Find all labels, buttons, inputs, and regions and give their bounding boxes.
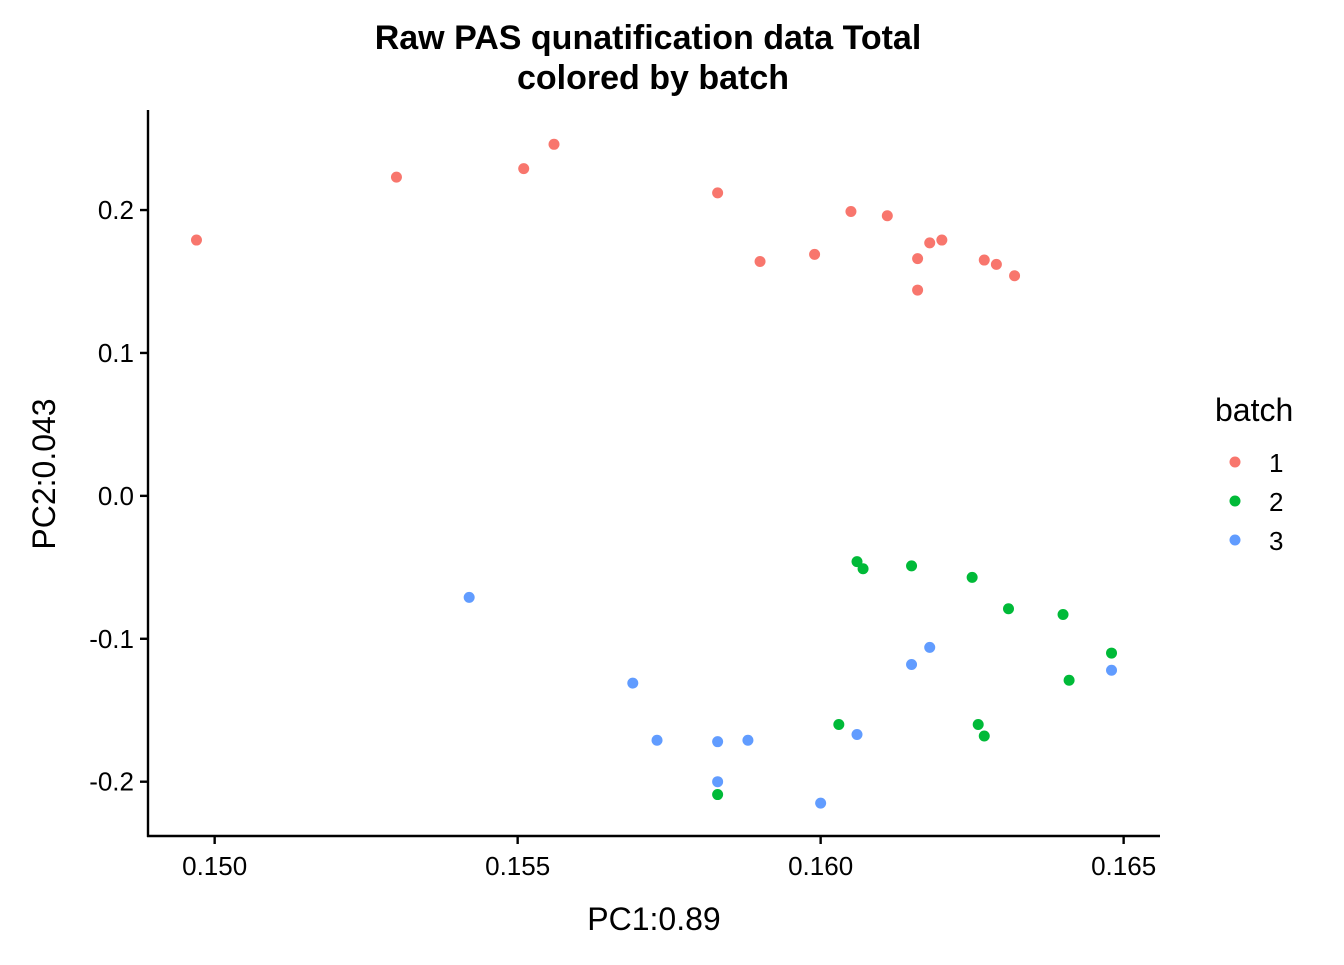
legend-label-1: 1 (1269, 448, 1283, 478)
point-batch-1 (754, 255, 766, 267)
point-batch-1 (518, 163, 530, 175)
point-batch-2 (712, 789, 724, 801)
point-batch-2 (1063, 674, 1075, 686)
y-tick-label: 0.2 (98, 195, 134, 225)
point-batch-1 (190, 234, 202, 246)
point-batch-3 (627, 677, 639, 689)
x-tick-label: 0.155 (485, 851, 550, 881)
x-tick-label: 0.165 (1091, 851, 1156, 881)
point-batch-2 (966, 571, 978, 583)
point-batch-1 (978, 254, 990, 266)
legend-key-1 (1229, 456, 1241, 468)
point-batch-2 (906, 560, 918, 572)
legend-label-2: 2 (1269, 487, 1283, 517)
y-tick-label: 0.1 (98, 338, 134, 368)
point-batch-1 (548, 138, 560, 150)
legend-items: 1 2 3 (1229, 448, 1283, 556)
point-batch-3 (463, 591, 475, 603)
point-batch-3 (651, 734, 663, 746)
x-tick-label: 0.150 (182, 851, 247, 881)
point-batch-1 (924, 237, 936, 249)
x-tick-label: 0.160 (788, 851, 853, 881)
point-batch-1 (712, 187, 724, 199)
point-batch-2 (833, 719, 845, 731)
point-batch-2 (1057, 608, 1069, 620)
legend-title: batch (1215, 392, 1293, 428)
point-batch-3 (742, 734, 754, 746)
point-batch-1 (881, 210, 893, 222)
point-batch-3 (924, 641, 936, 653)
y-tick-label: -0.2 (89, 767, 134, 797)
point-batch-3 (906, 659, 918, 671)
point-batch-1 (845, 205, 857, 217)
x-axis-title: PC1:0.89 (587, 901, 720, 937)
x-axis-ticks: 0.150 0.155 0.160 0.165 (182, 836, 1156, 881)
point-batch-1 (809, 248, 821, 260)
point-batch-2 (978, 730, 990, 742)
point-batch-1 (390, 171, 402, 183)
point-batch-2 (1003, 603, 1015, 615)
point-batch-1 (936, 234, 948, 246)
point-batch-2 (1106, 647, 1118, 659)
point-batch-2 (972, 719, 984, 731)
point-batch-1 (912, 253, 924, 265)
point-batch-3 (712, 736, 724, 748)
chart-title: Raw PAS qunatification data Total (375, 19, 922, 57)
point-batch-1 (990, 258, 1002, 270)
points-layer (190, 138, 1118, 809)
legend-label-3: 3 (1269, 526, 1283, 556)
y-tick-label: -0.1 (89, 624, 134, 654)
legend-key-3 (1229, 534, 1241, 546)
point-batch-3 (712, 776, 724, 788)
point-batch-3 (1106, 664, 1118, 676)
y-axis-title: PC2:0.043 (26, 398, 62, 549)
y-tick-label: 0.0 (98, 481, 134, 511)
point-batch-3 (851, 729, 863, 741)
point-batch-2 (851, 556, 863, 568)
point-batch-3 (815, 797, 827, 809)
legend-key-2 (1229, 495, 1241, 507)
point-batch-1 (1009, 270, 1021, 282)
chart-subtitle: colored by batch (517, 59, 789, 97)
point-batch-2 (857, 563, 869, 575)
point-batch-1 (912, 284, 924, 296)
y-axis-ticks: 0.2 0.1 0.0 -0.1 -0.2 (89, 195, 148, 797)
legend: batch 1 2 3 (1215, 392, 1293, 556)
